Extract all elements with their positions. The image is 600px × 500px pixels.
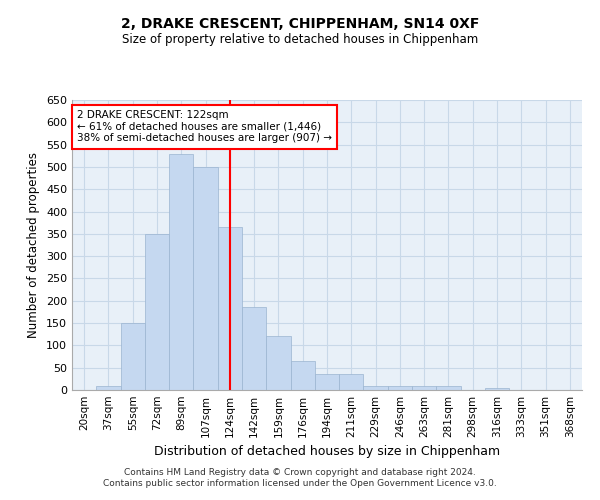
Bar (145, 234, 169, 390)
Text: 2 DRAKE CRESCENT: 122sqm
← 61% of detached houses are smaller (1,446)
38% of sem: 2 DRAKE CRESCENT: 122sqm ← 61% of detach… (77, 110, 332, 144)
Bar (412, 386, 436, 390)
Bar (121, 323, 145, 390)
Bar (436, 386, 461, 390)
Bar (169, 154, 193, 390)
Text: 2, DRAKE CRESCENT, CHIPPENHAM, SN14 0XF: 2, DRAKE CRESCENT, CHIPPENHAM, SN14 0XF (121, 18, 479, 32)
X-axis label: Distribution of detached houses by size in Chippenham: Distribution of detached houses by size … (154, 446, 500, 458)
Bar (388, 386, 412, 390)
Bar (96, 386, 121, 390)
Bar (485, 388, 509, 390)
Y-axis label: Number of detached properties: Number of detached properties (28, 152, 40, 338)
Bar (266, 336, 290, 390)
Bar (315, 374, 339, 390)
Bar (193, 167, 218, 390)
Bar (290, 361, 315, 390)
Bar (339, 374, 364, 390)
Text: Size of property relative to detached houses in Chippenham: Size of property relative to detached ho… (122, 32, 478, 46)
Text: Contains HM Land Registry data © Crown copyright and database right 2024.
Contai: Contains HM Land Registry data © Crown c… (103, 468, 497, 487)
Bar (242, 308, 266, 390)
Bar (218, 227, 242, 390)
Bar (364, 386, 388, 390)
